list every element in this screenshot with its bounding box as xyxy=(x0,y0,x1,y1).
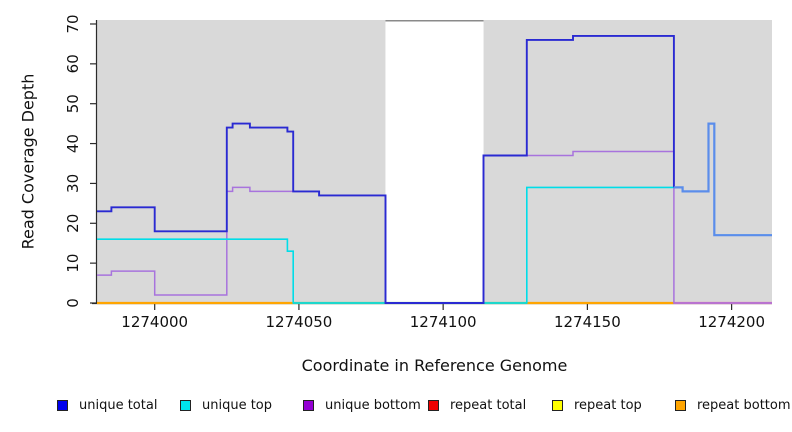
y-tick-label: 20 xyxy=(64,214,82,233)
x-tick-label: 1274150 xyxy=(554,313,621,331)
legend-label: repeat bottom xyxy=(697,398,791,413)
coverage-plot: 1274000 1274050 1274100 1274150 1274200 0 10 20… xyxy=(64,14,772,331)
x-tick-label: 1274200 xyxy=(698,313,765,331)
legend-item-repeat-top: repeat top xyxy=(552,398,642,413)
legend-item-repeat-bottom: repeat bottom xyxy=(675,398,791,413)
legend-item-repeat-total: repeat total xyxy=(428,398,526,413)
series-unique-bottom-line xyxy=(97,150,772,304)
y-tick-label: 40 xyxy=(64,134,82,153)
x-tick-label: 1274000 xyxy=(121,313,188,331)
x-axis-title: Coordinate in Reference Genome xyxy=(301,356,568,375)
y-tick-label: 30 xyxy=(64,174,82,193)
legend-label: unique total xyxy=(79,398,158,413)
legend-item-unique-total: unique total xyxy=(57,398,157,413)
y-tick-label: 70 xyxy=(64,14,82,33)
x-tick-label: 1274050 xyxy=(266,313,333,331)
y-tick-label: 0 xyxy=(64,298,82,308)
legend-swatch-icon xyxy=(428,400,439,411)
legend-swatch-icon xyxy=(552,400,563,411)
legend-label: repeat total xyxy=(450,398,527,413)
legend-swatch-icon xyxy=(180,400,191,411)
legend-item-unique-bottom: unique bottom xyxy=(303,398,421,413)
legend-swatch-icon xyxy=(675,400,686,411)
series-unique-total-line xyxy=(97,34,675,304)
legend-label: unique top xyxy=(202,398,273,413)
y-axis-title: Read Coverage Depth xyxy=(18,73,38,250)
masked-region xyxy=(385,20,484,303)
legend-label: repeat top xyxy=(574,398,642,413)
y-tick-label: 60 xyxy=(64,54,82,73)
y-tick-label: 50 xyxy=(64,94,82,113)
legend-swatch-icon xyxy=(303,400,314,411)
y-tick-label: 10 xyxy=(64,254,82,273)
legend-swatch-icon xyxy=(57,400,68,411)
x-tick-label: 1274100 xyxy=(410,313,477,331)
legend-item-unique-top: unique top xyxy=(180,398,272,413)
series-unique-total-top-overlap-line xyxy=(673,122,772,237)
legend-label: unique bottom xyxy=(325,398,421,413)
